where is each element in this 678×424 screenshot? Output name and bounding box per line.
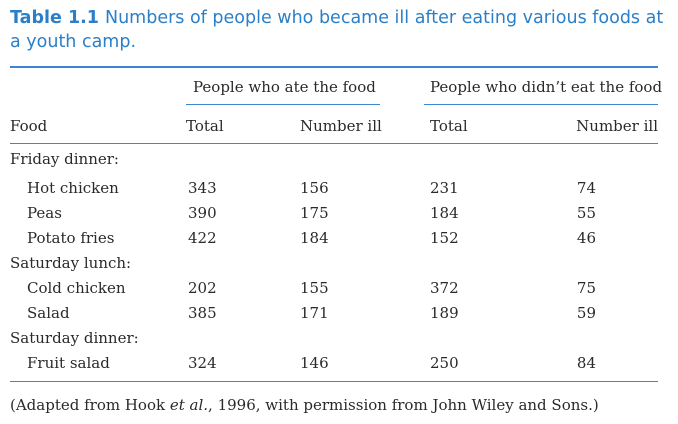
column-header-food: Food	[10, 117, 48, 135]
cell-food: Hot chicken	[27, 179, 119, 197]
group-header-not-ate: People who didn’t eat the food	[430, 78, 663, 96]
column-header-not-total: Total	[430, 117, 468, 135]
cell-not-ill: 55	[576, 204, 596, 222]
cell-food: Cold chicken	[27, 279, 126, 297]
top-rule	[10, 66, 658, 68]
cell-ate-ill: 184	[300, 229, 329, 247]
cell-food: Salad	[27, 304, 70, 322]
section-label: Saturday dinner:	[10, 329, 139, 347]
cell-ate-total: 343	[188, 179, 217, 197]
cell-ate-total: 324	[188, 354, 217, 372]
table-title: Table 1.1 Numbers of people who became il…	[10, 6, 665, 54]
group-header-ate: People who ate the food	[193, 78, 376, 96]
cell-ate-ill: 155	[300, 279, 329, 297]
cell-not-ill: 74	[576, 179, 596, 197]
table-footnote: (Adapted from Hook et al., 1996, with pe…	[10, 396, 599, 414]
cell-not-total: 189	[430, 304, 459, 322]
cell-ate-total: 390	[188, 204, 217, 222]
cell-ate-ill: 146	[300, 354, 329, 372]
column-header-ate-total: Total	[186, 117, 224, 135]
group-rule-not-ate	[424, 104, 658, 105]
cell-food: Fruit salad	[27, 354, 110, 372]
group-rule-ate	[186, 104, 380, 105]
header-rule	[10, 143, 658, 144]
table-number: Table 1.1	[10, 8, 99, 28]
cell-not-ill: 75	[576, 279, 596, 297]
cell-not-ill: 59	[576, 304, 596, 322]
cell-ate-ill: 156	[300, 179, 329, 197]
cell-ate-total: 422	[188, 229, 217, 247]
column-header-ate-ill: Number ill	[300, 117, 382, 135]
section-label: Saturday lunch:	[10, 254, 132, 272]
cell-not-ill: 84	[576, 354, 596, 372]
cell-not-ill: 46	[576, 229, 596, 247]
cell-not-total: 184	[430, 204, 459, 222]
bottom-rule	[10, 381, 658, 382]
cell-not-total: 152	[430, 229, 459, 247]
footnote-text-after: , 1996, with permission from John Wiley …	[208, 396, 599, 414]
cell-ate-total: 385	[188, 304, 217, 322]
footnote-text-before: (Adapted from Hook	[10, 396, 170, 414]
cell-ate-ill: 171	[300, 304, 329, 322]
cell-not-total: 250	[430, 354, 459, 372]
cell-not-total: 372	[430, 279, 459, 297]
cell-food: Peas	[27, 204, 62, 222]
cell-not-total: 231	[430, 179, 459, 197]
section-label: Friday dinner:	[10, 150, 119, 168]
cell-food: Potato fries	[27, 229, 115, 247]
column-header-not-ill: Number ill	[576, 117, 658, 135]
cell-ate-total: 202	[188, 279, 217, 297]
footnote-italic: et al.	[169, 396, 209, 414]
cell-ate-ill: 175	[300, 204, 329, 222]
table-caption: Numbers of people who became ill after e…	[10, 8, 664, 52]
